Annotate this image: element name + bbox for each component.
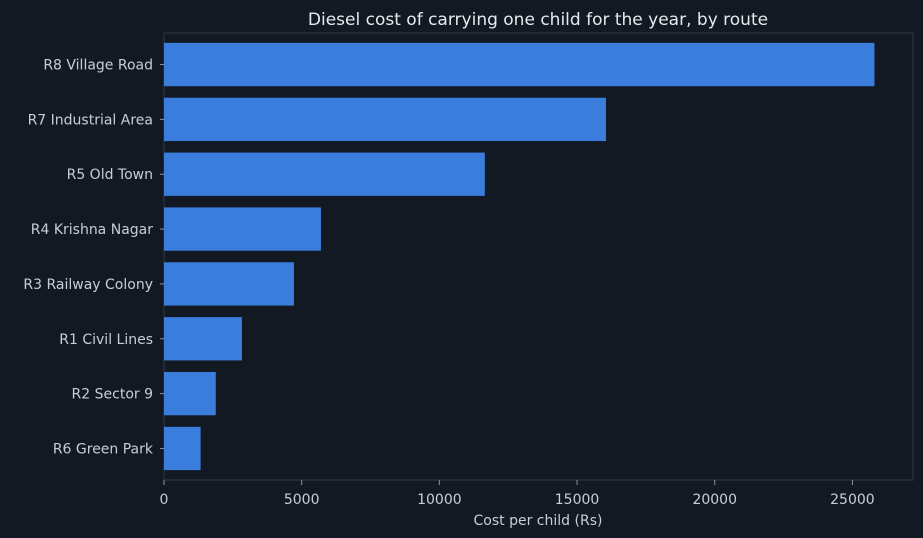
x-axis-label: Cost per child (Rs) — [474, 513, 603, 529]
y-tick-label: R4 Krishna Nagar — [31, 222, 153, 238]
x-tick-label: 5000 — [284, 492, 320, 508]
y-tick-label: R6 Green Park — [53, 441, 154, 457]
y-tick-label: R2 Sector 9 — [72, 387, 153, 403]
y-tick-label: R8 Village Road — [43, 58, 153, 74]
x-tick-label: 0 — [160, 492, 169, 508]
plot-frame — [163, 32, 914, 481]
bar — [164, 97, 606, 142]
y-tick-label: R3 Railway Colony — [23, 277, 153, 293]
x-tick-label: 25000 — [830, 492, 875, 508]
y-tick-label: R1 Civil Lines — [59, 332, 153, 348]
x-tick-label: 15000 — [555, 492, 600, 508]
bar — [164, 207, 321, 251]
bar — [164, 152, 485, 196]
x-tick-label: 10000 — [417, 492, 462, 508]
bar — [164, 426, 201, 471]
bar — [164, 371, 216, 416]
bar — [164, 42, 875, 87]
bar — [164, 262, 294, 306]
bar — [164, 317, 242, 361]
chart-title: Diesel cost of carrying one child for th… — [308, 10, 768, 30]
plot-area: R8 Village Road R7 Industrial Area R5 Old … — [23, 32, 914, 508]
y-tick-label: R5 Old Town — [67, 167, 153, 183]
y-tick-label: R7 Industrial Area — [28, 112, 153, 128]
x-tick-label: 20000 — [692, 492, 737, 508]
